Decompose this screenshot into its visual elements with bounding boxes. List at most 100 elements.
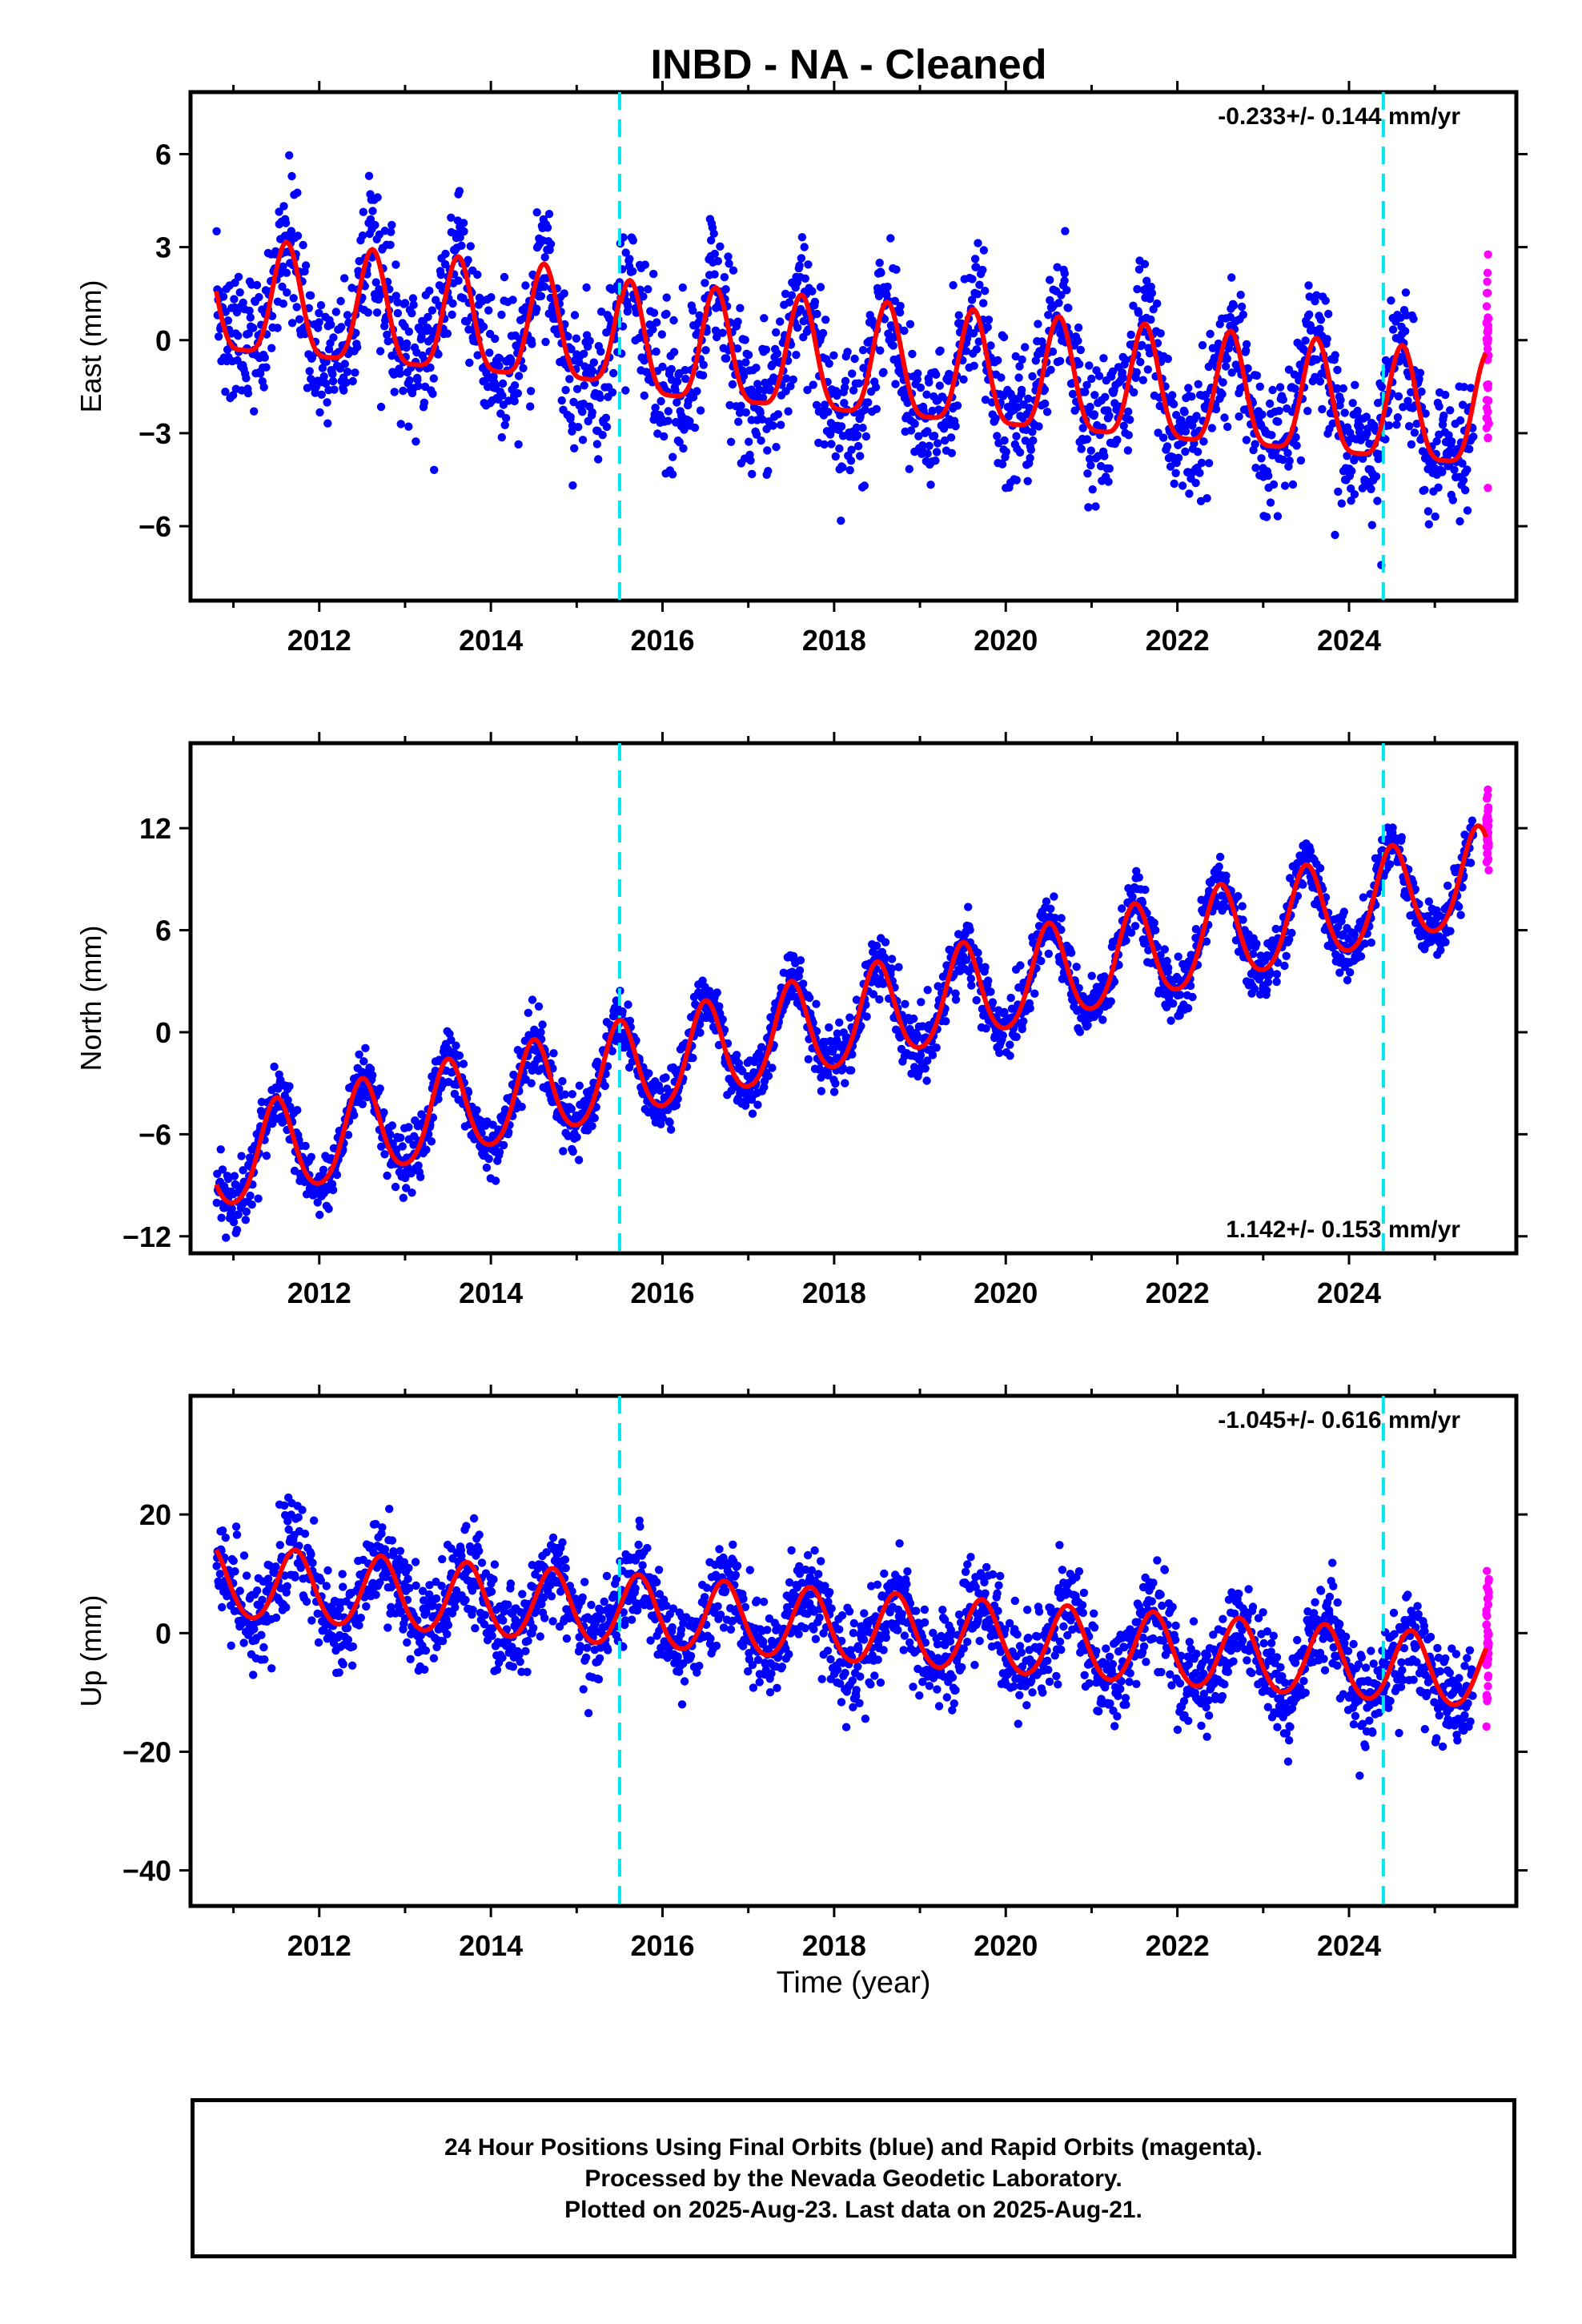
east-point	[1153, 299, 1162, 308]
east-point	[495, 354, 504, 363]
north-point	[768, 1063, 777, 1072]
north-point	[705, 987, 714, 995]
north-point	[624, 1000, 632, 1009]
east-point	[1197, 458, 1207, 468]
east-point	[772, 328, 781, 337]
east-point	[1154, 428, 1162, 437]
east-point	[329, 333, 338, 342]
north-point	[826, 1036, 835, 1046]
east-point	[428, 306, 437, 315]
east-point	[1132, 368, 1141, 377]
east-point	[371, 278, 380, 287]
up-point	[316, 1576, 325, 1585]
east-point	[323, 419, 332, 428]
east-point	[1082, 435, 1092, 444]
north-point	[398, 1142, 407, 1151]
east-point	[319, 372, 328, 381]
east-point	[724, 252, 733, 261]
north-point	[447, 1035, 456, 1045]
east-point	[673, 377, 682, 386]
east-point	[596, 308, 606, 316]
east-point	[1044, 311, 1053, 320]
north-point	[817, 1087, 826, 1096]
east-point	[773, 410, 783, 419]
east-point	[396, 420, 405, 428]
east-point	[854, 379, 864, 388]
east-point	[1156, 329, 1165, 338]
east-rapid-point	[1484, 396, 1493, 405]
east-rapid-point	[1484, 250, 1492, 259]
east-point	[1347, 497, 1355, 505]
east-point	[861, 405, 869, 414]
east-point	[681, 366, 689, 375]
east-point	[1081, 388, 1090, 396]
east-point	[662, 293, 671, 302]
north-point	[600, 1081, 609, 1091]
north-point	[984, 976, 993, 985]
east-point	[454, 276, 463, 285]
east-point	[387, 227, 396, 236]
east-point	[510, 396, 519, 406]
north-point	[672, 1101, 681, 1110]
north-point	[242, 1207, 251, 1216]
north-point	[1050, 914, 1060, 923]
east-point	[540, 253, 549, 262]
north-point	[795, 966, 805, 975]
east-point	[656, 396, 665, 406]
up-point	[291, 1573, 299, 1582]
east-point	[355, 256, 363, 266]
north-point	[222, 1233, 231, 1242]
east-point	[519, 364, 528, 372]
east-point	[793, 323, 802, 332]
east-point	[895, 308, 905, 317]
east-point	[391, 292, 400, 300]
east-point	[758, 393, 768, 402]
north-point	[1160, 945, 1170, 954]
north-point	[254, 1194, 263, 1203]
east-point	[773, 349, 782, 358]
north-point	[951, 995, 961, 1004]
east-point	[1469, 432, 1478, 441]
east-point	[1068, 389, 1078, 399]
east-point	[485, 348, 494, 357]
north-point	[760, 1083, 769, 1092]
east-point	[1291, 384, 1299, 393]
north-point	[1122, 936, 1130, 945]
east-point	[1184, 384, 1193, 392]
north-y-tick-label: −6	[139, 1118, 171, 1151]
east-point	[741, 336, 749, 344]
north-point	[1006, 993, 1015, 1003]
east-point	[1279, 395, 1288, 404]
up-point	[258, 1595, 267, 1605]
east-point	[701, 279, 709, 287]
east-point	[1355, 422, 1365, 431]
east-point	[1062, 286, 1071, 295]
east-point	[849, 386, 858, 395]
north-point	[232, 1225, 242, 1235]
north-point	[967, 981, 976, 990]
north-point	[713, 988, 721, 997]
east-point	[1292, 441, 1301, 450]
east-point	[1086, 402, 1094, 412]
east-point	[1023, 476, 1032, 485]
east-point	[786, 382, 795, 391]
north-point	[934, 982, 942, 991]
north-y-tick-label: 6	[155, 915, 171, 947]
north-point	[358, 1100, 367, 1109]
east-point	[408, 309, 416, 318]
north-point	[361, 1043, 370, 1053]
north-point	[1271, 924, 1280, 934]
east-point	[318, 364, 327, 372]
east-point	[328, 370, 337, 379]
east-point	[1401, 288, 1411, 297]
north-point	[835, 1018, 844, 1027]
up-point	[271, 1562, 280, 1571]
north-point	[536, 1027, 545, 1037]
up-point	[239, 1551, 249, 1560]
north-point	[408, 1188, 416, 1197]
north-point	[988, 998, 998, 1007]
north-point	[524, 1008, 532, 1018]
east-point	[905, 464, 914, 473]
north-point	[966, 974, 976, 983]
